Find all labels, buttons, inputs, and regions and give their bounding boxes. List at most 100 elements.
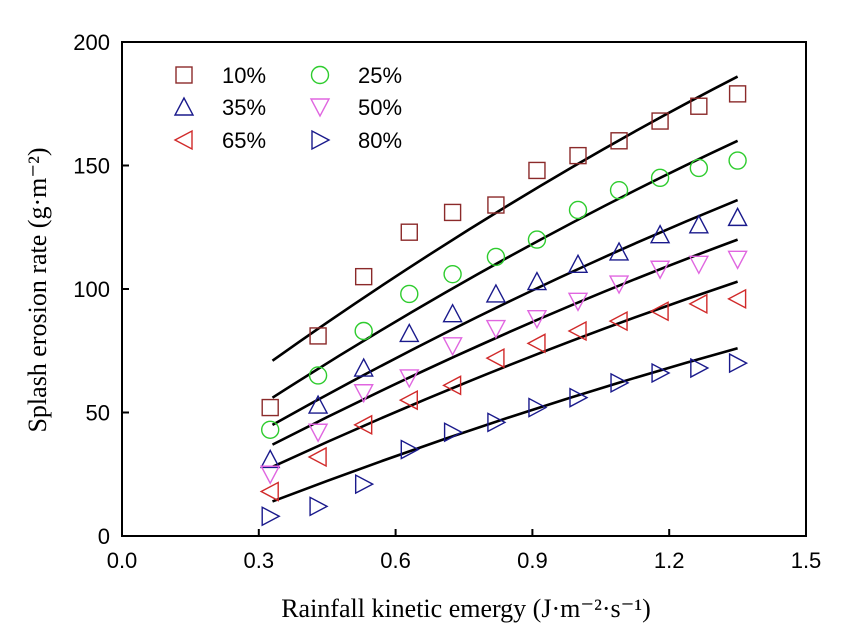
- y-tick-label: 200: [73, 30, 110, 55]
- x-axis-title: Rainfall kinetic emergy (J·m⁻²·s⁻¹): [281, 594, 651, 623]
- data-point-triangle-left: [307, 446, 327, 468]
- data-point-triangle-left: [485, 347, 505, 369]
- data-point-square: [651, 112, 669, 130]
- data-point-triangle-down: [567, 292, 589, 312]
- data-point-square: [690, 97, 708, 115]
- legend-marker: [173, 96, 195, 116]
- legend-marker: [173, 129, 193, 151]
- data-point-triangle-down: [399, 369, 420, 389]
- data-point-circle: [728, 151, 747, 170]
- legend-marker: [311, 129, 331, 151]
- data-point-triangle-up: [688, 214, 710, 234]
- data-point-triangle-left: [608, 310, 628, 332]
- data-point-square: [728, 85, 747, 103]
- data-point-circle: [689, 158, 709, 178]
- data-point-triangle-right: [690, 357, 710, 379]
- legend-label: 25%: [358, 63, 402, 88]
- data-point-triangle-right: [651, 362, 671, 384]
- x-tick-label: 0.3: [244, 548, 275, 573]
- data-point-square: [569, 146, 587, 165]
- x-tick-label: 1.2: [654, 548, 685, 573]
- fit-line-5: [272, 347, 738, 503]
- data-point-triangle-up: [353, 357, 374, 377]
- data-point-circle: [650, 168, 670, 188]
- legend-label: 35%: [222, 95, 266, 120]
- data-point-triangle-up: [526, 271, 548, 291]
- data-point-triangle-down: [608, 275, 630, 295]
- y-axis-title: Splash erosion rate (g·m⁻²): [23, 147, 52, 432]
- data-point-triangle-left: [567, 320, 587, 342]
- data-point-triangle-left: [526, 333, 546, 354]
- data-point-circle: [568, 200, 588, 220]
- data-point-triangle-up: [727, 206, 748, 227]
- data-point-triangle-down: [485, 319, 507, 340]
- data-point-triangle-left: [727, 288, 747, 310]
- fit-lines: [271, 75, 739, 503]
- data-point-triangle-up: [399, 322, 420, 343]
- data-point-triangle-down: [727, 250, 748, 270]
- data-point-triangle-left: [688, 293, 708, 314]
- data-point-triangle-up: [649, 224, 671, 244]
- data-point-square: [443, 203, 462, 222]
- data-point-triangle-down: [526, 309, 548, 330]
- data-point-triangle-right: [569, 387, 589, 408]
- x-tick-label: 0.9: [517, 548, 548, 573]
- legend-marker: [310, 65, 330, 85]
- data-point-triangle-down: [442, 337, 463, 357]
- y-tick-label: 100: [73, 277, 110, 302]
- data-point-triangle-down: [688, 255, 710, 275]
- data-point-triangle-right: [528, 397, 548, 418]
- data-point-triangle-up: [485, 283, 507, 303]
- data-point-circle: [486, 247, 506, 267]
- data-point-circle: [527, 230, 547, 249]
- data-point-triangle-left: [398, 389, 418, 411]
- fit-line-4: [271, 280, 739, 469]
- data-point-triangle-right: [261, 506, 281, 527]
- fit-line-0: [271, 75, 739, 362]
- data-markers: [259, 85, 749, 527]
- legend-label: 10%: [222, 63, 266, 88]
- data-point-circle: [354, 321, 373, 341]
- y-tick-label: 50: [86, 401, 110, 426]
- fit-line-1: [271, 139, 739, 399]
- data-point-triangle-right: [309, 496, 329, 517]
- data-point-triangle-right: [354, 473, 375, 495]
- y-tick-label: 0: [98, 524, 110, 549]
- data-point-triangle-left: [353, 414, 373, 436]
- data-point-square: [400, 223, 418, 241]
- legend-label: 50%: [358, 95, 402, 120]
- data-point-square: [261, 398, 279, 417]
- data-point-triangle-up: [260, 448, 281, 469]
- x-tick-label: 1.5: [791, 548, 822, 573]
- y-tick-label: 150: [73, 154, 110, 179]
- data-point-circle: [443, 264, 462, 284]
- data-point-circle: [308, 366, 328, 385]
- data-point-square: [610, 132, 628, 150]
- legend-marker: [175, 66, 193, 84]
- data-point-triangle-up: [307, 394, 329, 414]
- data-point-circle: [400, 284, 419, 304]
- legend-label: 80%: [358, 128, 402, 153]
- fit-line-2: [271, 198, 739, 426]
- legend: 10% 25% 35% 50% 65% 80%: [173, 63, 402, 153]
- data-point-triangle-right: [610, 372, 630, 394]
- data-point-triangle-down: [260, 465, 281, 485]
- legend-marker: [309, 98, 331, 118]
- x-tick-label: 0.6: [380, 548, 411, 573]
- data-point-triangle-down: [353, 384, 374, 404]
- x-axis: 0.0 0.3 0.6 0.9 1.2 1.5: [107, 529, 822, 573]
- data-point-square: [487, 196, 505, 214]
- y-axis: 0 50 100 150 200: [73, 30, 129, 549]
- data-point-circle: [261, 420, 280, 439]
- data-point-triangle-up: [608, 241, 630, 261]
- data-point-triangle-right: [400, 439, 420, 460]
- legend-label: 65%: [222, 128, 266, 153]
- data-point-triangle-right: [728, 352, 749, 374]
- fit-line-3: [271, 238, 739, 446]
- data-point-circle: [609, 180, 629, 200]
- data-point-triangle-left: [442, 375, 462, 396]
- data-point-triangle-up: [567, 253, 589, 273]
- data-point-triangle-down: [307, 423, 329, 443]
- x-tick-label: 0.0: [107, 548, 138, 573]
